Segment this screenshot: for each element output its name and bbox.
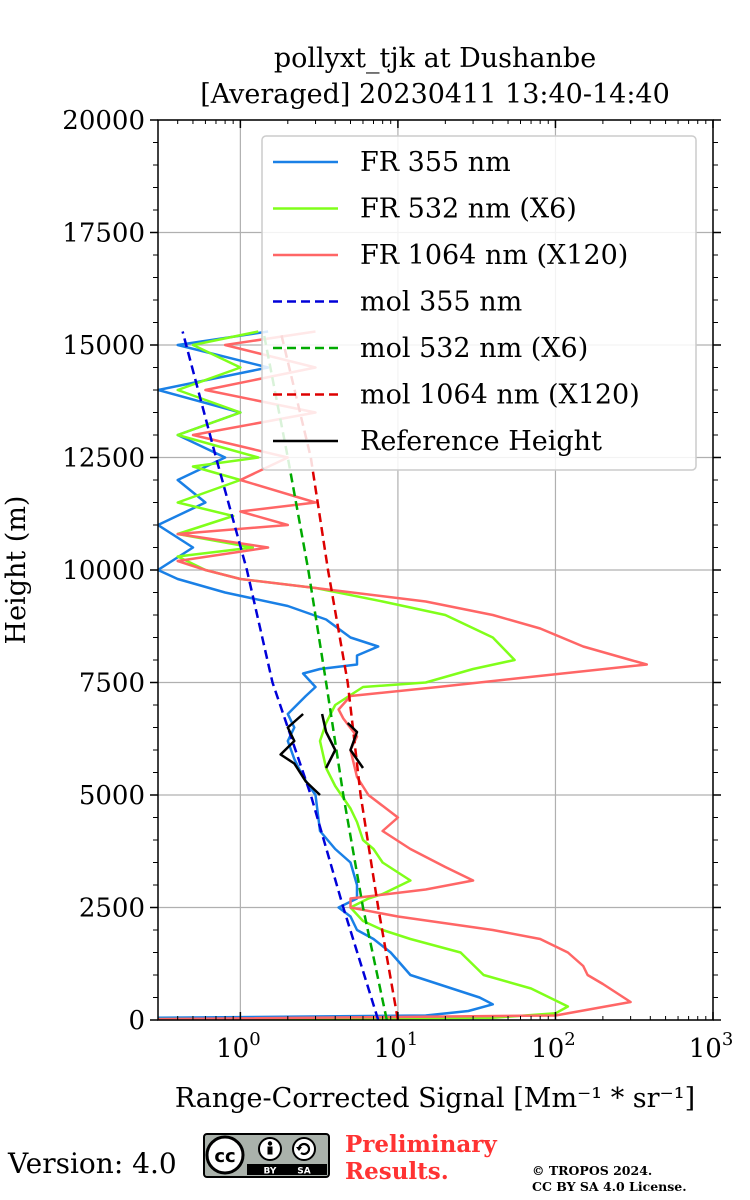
chart-title-line-2: [Averaged] 20230411 13:40-14:40 [200, 79, 670, 110]
chart-title-line-1: pollyxt_tjk at Dushanbe [273, 43, 597, 74]
preliminary-results-label: Preliminary Results. [345, 1131, 497, 1185]
cc-by-sa-badge: cc BY SA [203, 1133, 330, 1178]
y-tick-label: 2500 [79, 894, 145, 924]
legend-entry-label: FR 355 nm [360, 147, 511, 178]
y-tick-label: 7500 [79, 669, 145, 699]
legend-entry-label: mol 532 nm (X6) [360, 333, 588, 364]
series-line-reference-height-segment [346, 722, 365, 769]
y-tick-label: 5000 [79, 781, 145, 811]
legend-box [261, 135, 697, 471]
x-tick-label: 100 [216, 1029, 261, 1064]
lidar-profile-chart: 100 101 102 103 0 2500 5000 7500 10000 12500 15000… [1, 106, 733, 1114]
x-tick-label: 102 [531, 1029, 576, 1064]
legend-entry-label: mol 355 nm [360, 287, 522, 318]
copyright-line-1: © TROPOS 2024. [532, 1163, 653, 1178]
svg-text:BY: BY [264, 1167, 277, 1177]
y-tick-label: 10000 [62, 556, 145, 586]
version-label: Version: 4.0 [8, 1147, 177, 1180]
y-tick-label: 15000 [62, 331, 145, 361]
series-line-mol-355-nm [181, 331, 380, 1020]
x-tick-label: 101 [374, 1029, 419, 1064]
axis-ticks: 100 101 102 103 0 2500 5000 7500 10000 12500 15000… [62, 106, 733, 1064]
preliminary-line-1: Preliminary [345, 1131, 497, 1158]
legend-entry-label: mol 1064 nm (X120) [360, 380, 640, 411]
legend: FR 355 nm FR 532 nm (X6) FR 1064 nm (X120)… [261, 135, 697, 471]
svg-text:SA: SA [297, 1167, 310, 1177]
y-tick-label: 20000 [62, 106, 145, 136]
copyright-notice: © TROPOS 2024. CC BY SA 4.0 License. [532, 1163, 687, 1195]
legend-entry-label: FR 532 nm (X6) [360, 194, 577, 225]
series-line-mol-1064-nm-x120 [279, 331, 400, 1020]
x-tick-label: 103 [689, 1029, 734, 1064]
series-line-mol-532-nm-x6 [262, 331, 389, 1020]
preliminary-line-2: Results. [345, 1158, 449, 1185]
y-tick-label: 17500 [62, 219, 145, 249]
svg-text:cc: cc [214, 1146, 235, 1167]
y-tick-label: 12500 [62, 444, 145, 474]
x-axis-label: Range-Corrected Signal [Mm⁻¹ * sr⁻¹] [175, 1083, 695, 1114]
series-line-reference-height [279, 713, 321, 796]
y-tick-label: 0 [128, 1006, 145, 1036]
series-line-fr-1064-nm-x120 [158, 330, 649, 1020]
cc-icon [205, 1135, 245, 1175]
y-axis-label: Height (m) [1, 496, 32, 645]
series-layer [158, 330, 649, 1020]
legend-entry-label: Reference Height [360, 426, 602, 457]
series-line-reference-height-segment [320, 713, 337, 769]
legend-entry-label: FR 1064 nm (X120) [360, 240, 628, 271]
copyright-line-2: CC BY SA 4.0 License. [532, 1179, 687, 1194]
share-alike-icon [292, 1137, 316, 1161]
